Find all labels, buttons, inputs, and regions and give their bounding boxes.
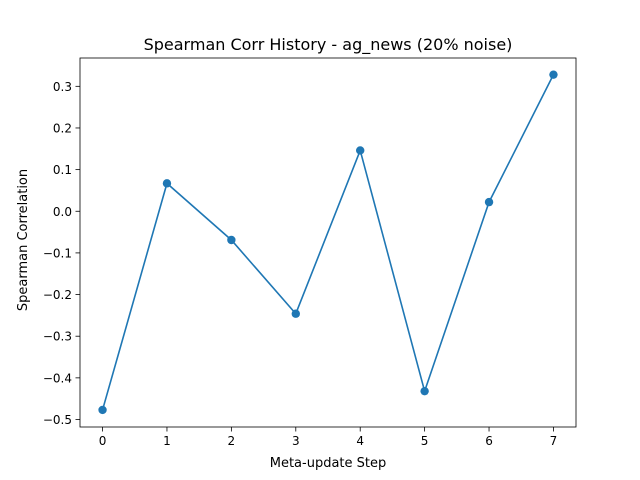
x-tick-label: 4	[356, 434, 364, 448]
x-tick-label: 1	[163, 434, 171, 448]
chart-title: Spearman Corr History - ag_news (20% noi…	[144, 35, 513, 55]
y-tick-label: −0.4	[43, 371, 72, 385]
y-tick-label: 0.2	[53, 121, 72, 135]
y-tick-label: −0.3	[43, 330, 72, 344]
y-tick-label: −0.5	[43, 413, 72, 427]
data-point	[356, 146, 365, 155]
data-point	[549, 70, 558, 79]
x-tick-label: 5	[421, 434, 429, 448]
data-point	[98, 405, 107, 415]
x-tick-label: 2	[228, 434, 236, 448]
y-axis-label: Spearman Correlation	[16, 169, 31, 311]
data-point	[227, 235, 236, 245]
x-tick-label: 3	[292, 434, 300, 448]
plot-area: 0 1 2 3 4 5 6 7 −0.5 −0.4 −0.3 −0.2 −0.1 0.0 0.1 0.2 0.3	[43, 57, 577, 448]
x-tick-label: 7	[550, 434, 558, 448]
y-tick-label: 0.1	[53, 163, 72, 177]
series-line	[101, 74, 555, 411]
y-tick-label: 0.0	[53, 205, 72, 219]
y-tick-label: −0.1	[43, 246, 72, 260]
data-point	[291, 309, 300, 318]
data-point	[484, 197, 494, 207]
axes-frame	[79, 57, 577, 428]
y-tick-label: −0.2	[43, 288, 72, 302]
x-axis-label: Meta-update Step	[270, 456, 387, 471]
x-tick-label: 6	[485, 434, 493, 448]
data-point	[420, 386, 429, 396]
data-point	[162, 179, 172, 188]
x-tick-label: 0	[99, 434, 107, 448]
y-tick-label: 0.3	[53, 80, 72, 94]
